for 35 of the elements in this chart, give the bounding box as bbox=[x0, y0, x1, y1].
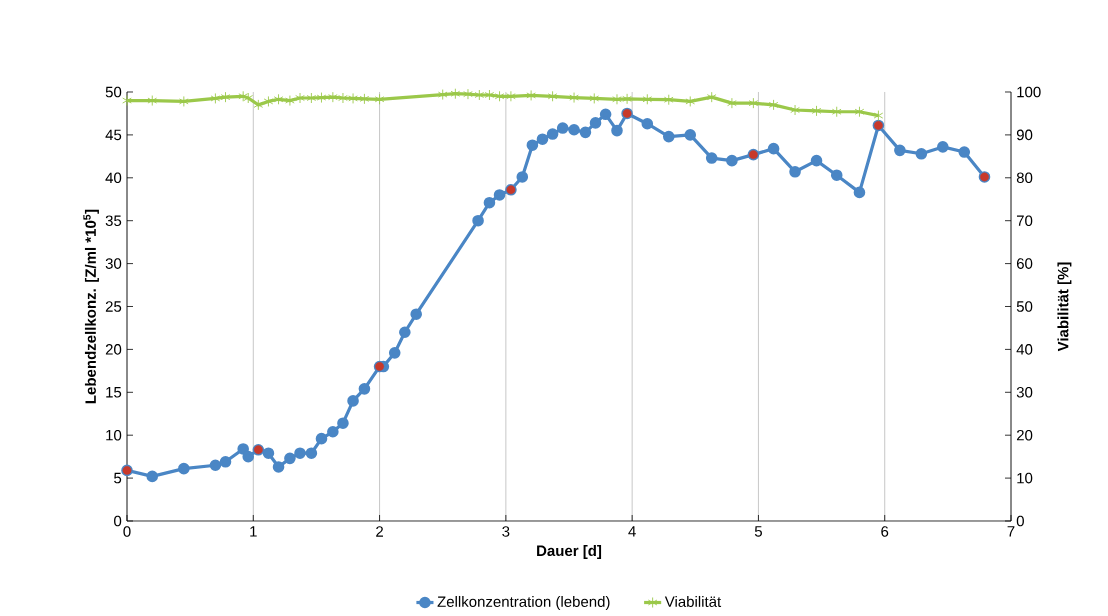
x-tick-label: 4 bbox=[628, 526, 636, 537]
y2-tick-label: 60 bbox=[1016, 258, 1033, 269]
y-tick-label: 0 bbox=[114, 515, 122, 527]
x-tick-label: 7 bbox=[1007, 526, 1015, 537]
y-tick-label: 50 bbox=[105, 86, 122, 98]
y-tick-label: 35 bbox=[105, 215, 122, 226]
x-tick-label: 1 bbox=[250, 526, 257, 537]
y2-tick-label: 90 bbox=[1016, 129, 1033, 141]
y2-tick-label: 0 bbox=[1016, 515, 1024, 527]
y-tick-label: 30 bbox=[105, 258, 122, 269]
y-tick-label: 40 bbox=[105, 172, 122, 184]
y2-tick-label: 20 bbox=[1016, 429, 1033, 441]
y2-tick-label: 40 bbox=[1016, 344, 1033, 355]
y-tick-label: 15 bbox=[106, 387, 122, 398]
x-tick-label: 5 bbox=[754, 526, 762, 537]
legend-label: Zellkonzentration (lebend) bbox=[437, 595, 610, 610]
y-tick-label: 5 bbox=[114, 472, 122, 484]
x-tick-label: 2 bbox=[376, 526, 383, 537]
y-tick-label: 20 bbox=[105, 344, 122, 355]
x-tick-label: 6 bbox=[881, 526, 889, 537]
y2-axis-title: Viabilität [%] bbox=[1057, 262, 1072, 352]
y2-tick-label: 100 bbox=[1017, 86, 1041, 98]
y-tick-label: 10 bbox=[106, 429, 122, 441]
y-tick-label: 45 bbox=[105, 129, 122, 141]
x-tick-label: 3 bbox=[502, 526, 510, 537]
y2-tick-label: 30 bbox=[1016, 386, 1033, 398]
legend-label: Viabilität bbox=[664, 595, 722, 607]
x-tick-label: 0 bbox=[123, 526, 131, 537]
y2-tick-label: 80 bbox=[1016, 172, 1033, 184]
y2-tick-label: 50 bbox=[1016, 301, 1033, 312]
y-axis-title: Lebendzellkonz. [Z/ml *10$^{5}$] bbox=[83, 209, 99, 404]
x-axis-title: Dauer [d] bbox=[537, 545, 602, 559]
y2-tick-label: 10 bbox=[1017, 472, 1033, 484]
y2-tick-label: 70 bbox=[1016, 215, 1033, 226]
y-tick-label: 25 bbox=[105, 301, 122, 312]
